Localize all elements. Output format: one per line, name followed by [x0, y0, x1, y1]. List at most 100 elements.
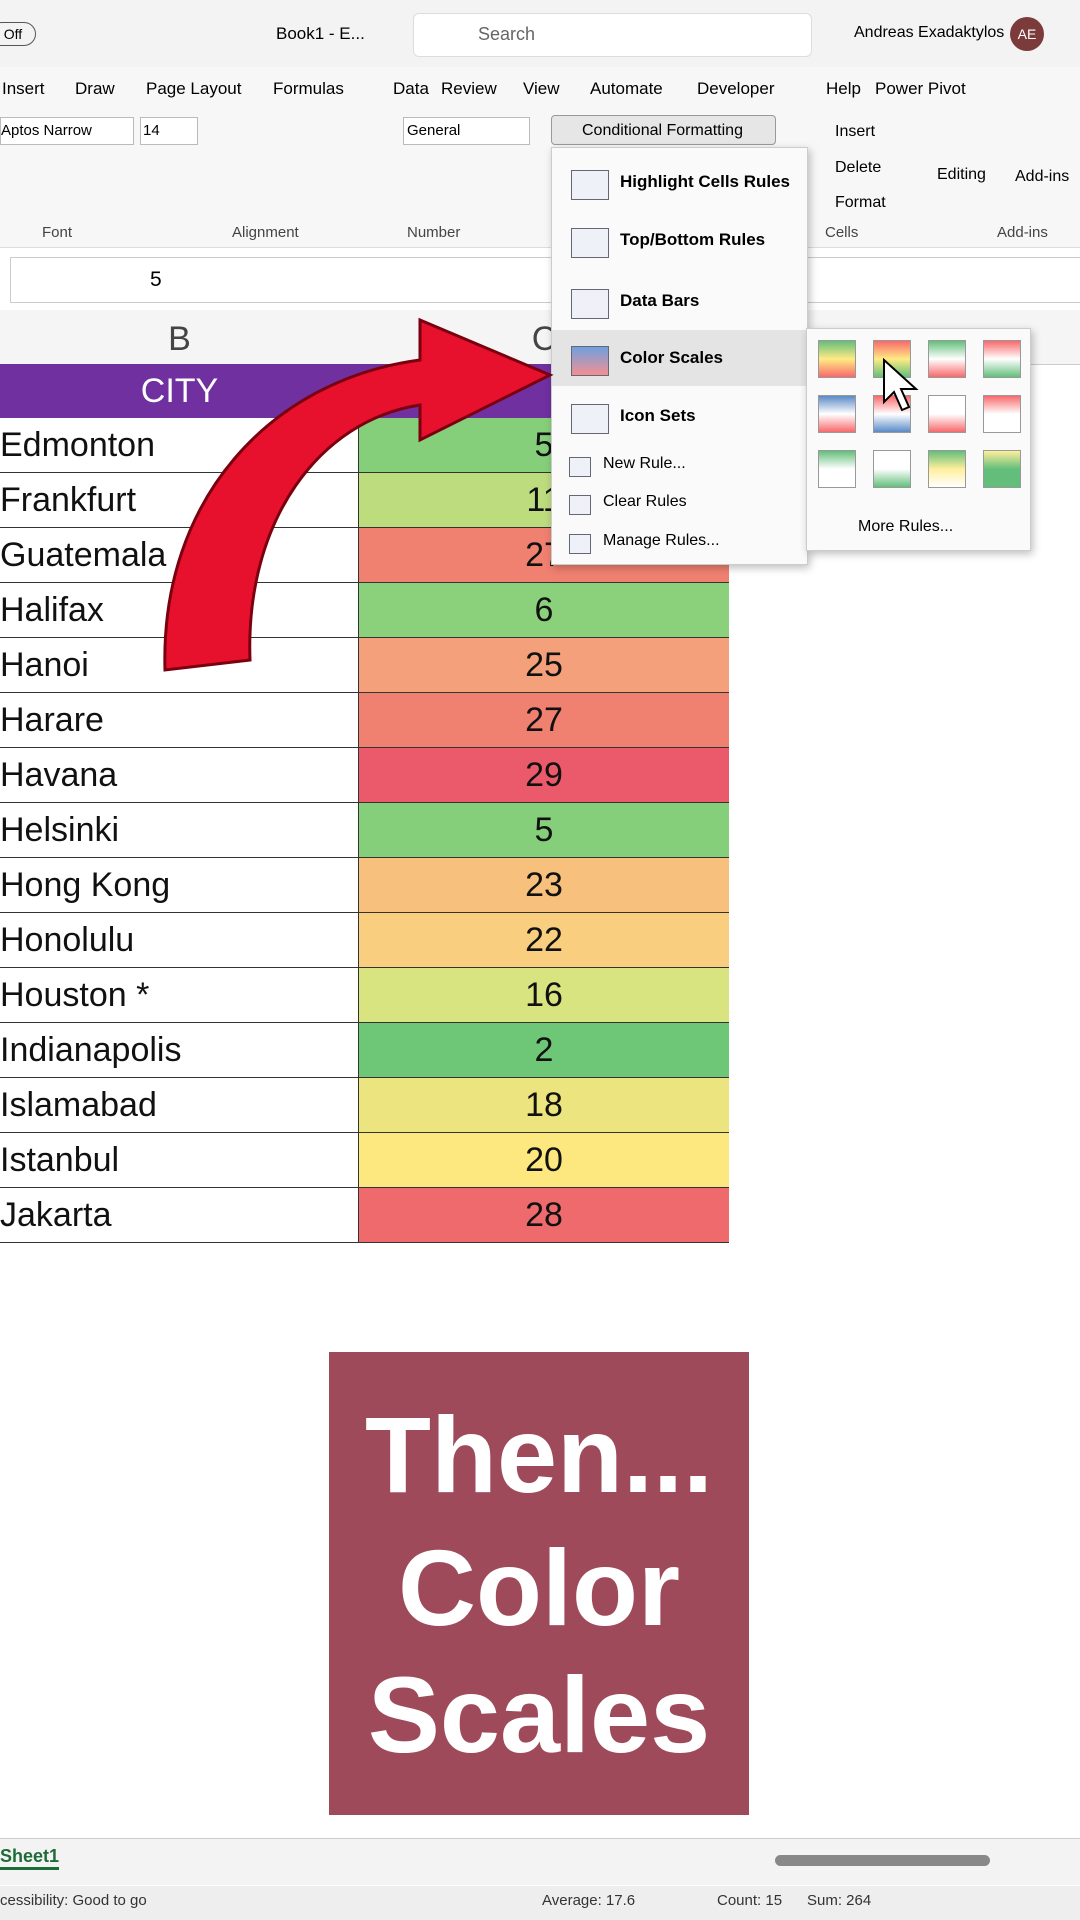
ribbon-tab[interactable]: Page Layout — [146, 79, 242, 98]
color-scale-option[interactable] — [983, 450, 1021, 488]
city-cell[interactable]: Honolulu — [0, 913, 359, 968]
value-cell[interactable]: 2 — [359, 1023, 729, 1078]
menu-item[interactable]: Color Scales — [620, 348, 723, 367]
value-cell[interactable]: 20 — [359, 1133, 729, 1188]
city-cell[interactable]: Jakarta — [0, 1188, 359, 1243]
menu-icon — [571, 404, 609, 434]
color-scale-option[interactable] — [928, 340, 966, 378]
group-label: Cells — [825, 224, 859, 241]
autosave-toggle[interactable]: Off — [0, 22, 36, 46]
ribbon-tab[interactable]: View — [523, 79, 560, 98]
menu-icon — [569, 534, 591, 554]
menu-item[interactable]: Highlight Cells Rules — [620, 172, 791, 191]
editing-btn[interactable]: Editing — [937, 166, 986, 183]
cursor — [882, 357, 922, 419]
city-cell[interactable]: Edmonton — [0, 418, 359, 473]
arrow — [163, 317, 554, 672]
ribbon-tab[interactable]: Data — [393, 79, 429, 98]
size-select[interactable]: 14 — [140, 117, 198, 145]
addins-btn[interactable]: Add-ins — [1015, 168, 1070, 185]
sheet-tab[interactable]: Sheet1 — [0, 1846, 60, 1870]
table-header[interactable]: CITY — [0, 364, 359, 418]
group-label: Number — [407, 224, 461, 241]
search-placeholder: Search — [478, 24, 536, 44]
city-cell[interactable]: Helsinki — [0, 803, 359, 858]
value-cell[interactable]: 16 — [359, 968, 729, 1023]
color-scale-option[interactable] — [818, 340, 856, 378]
menu-icon — [571, 346, 609, 376]
color-scale-option[interactable] — [818, 395, 856, 433]
search-box[interactable] — [413, 13, 812, 57]
status-bar — [0, 1886, 1080, 1920]
color-scale-option[interactable] — [873, 395, 911, 433]
user-name[interactable]: Andreas Exadaktylos — [854, 24, 1005, 41]
value-cell[interactable]: 28 — [359, 1188, 729, 1243]
city-cell[interactable]: Hong Kong — [0, 858, 359, 913]
overlay-text: Then... — [365, 1394, 713, 1515]
color-scale-option[interactable] — [873, 450, 911, 488]
delete-btn[interactable]: Delete — [835, 159, 882, 176]
menu-icon — [571, 289, 609, 319]
file-name[interactable]: Book1 - E... — [276, 24, 365, 43]
city-cell[interactable]: Harare — [0, 693, 359, 748]
city-cell[interactable]: Houston * — [0, 968, 359, 1023]
column-header[interactable]: B — [168, 320, 191, 358]
city-cell[interactable]: Islamabad — [0, 1078, 359, 1133]
ribbon-tab[interactable]: Formulas — [273, 79, 344, 98]
value-cell[interactable]: 27 — [359, 693, 729, 748]
city-cell[interactable]: Frankfurt — [0, 473, 359, 528]
value-cell[interactable]: 23 — [359, 858, 729, 913]
cursor-icon — [883, 357, 919, 412]
font-select[interactable]: Aptos Narrow — [0, 117, 134, 145]
group-label: Add-ins — [997, 224, 1048, 241]
menu-item[interactable]: New Rule... — [603, 455, 686, 472]
value-cell[interactable]: 29 — [359, 748, 729, 803]
menu-item[interactable]: Manage Rules... — [603, 532, 720, 549]
color-scale-option[interactable] — [928, 395, 966, 433]
group-label: Alignment — [232, 224, 299, 241]
city-cell[interactable]: Havana — [0, 748, 359, 803]
overlay-text: Color — [398, 1527, 680, 1648]
color-scale-option[interactable] — [983, 395, 1021, 433]
ribbon-tab[interactable]: Automate — [590, 79, 663, 98]
formula-value[interactable]: 5 — [150, 268, 162, 291]
status-sum: Sum: 264 — [807, 1892, 872, 1909]
value-cell[interactable]: 25 — [359, 638, 729, 693]
city-cell[interactable]: Hanoi — [0, 638, 359, 693]
status-average: Average: 17.6 — [542, 1892, 636, 1909]
color-scale-option[interactable] — [818, 450, 856, 488]
city-cell[interactable]: Indianapolis — [0, 1023, 359, 1078]
menu-item[interactable]: Icon Sets — [620, 406, 696, 425]
number-format[interactable]: General — [403, 117, 530, 145]
menu-icon — [571, 170, 609, 200]
insert-btn[interactable]: Insert — [835, 123, 876, 140]
menu-item[interactable]: Clear Rules — [603, 493, 687, 510]
ribbon-tab[interactable]: Developer — [697, 79, 775, 98]
ribbon-tab[interactable]: Review — [441, 79, 497, 98]
color-scale-option[interactable] — [928, 450, 966, 488]
formula-bar — [10, 257, 1080, 303]
menu-item[interactable]: Top/Bottom Rules — [620, 230, 766, 249]
value-cell[interactable]: 6 — [359, 583, 729, 638]
menu-item[interactable]: Data Bars — [620, 291, 700, 310]
ribbon-tab[interactable]: Insert — [2, 79, 45, 98]
ribbon-tab[interactable]: Help — [826, 79, 861, 98]
cf-button[interactable]: Conditional Formatting — [551, 115, 776, 145]
avatar[interactable]: AE — [1010, 17, 1044, 51]
scrollbar[interactable] — [775, 1855, 990, 1866]
menu-icon — [569, 495, 591, 515]
ribbon-tab[interactable]: Power Pivot — [875, 79, 966, 98]
value-cell[interactable]: 18 — [359, 1078, 729, 1133]
value-cell[interactable]: 22 — [359, 913, 729, 968]
ribbon-tab[interactable]: Draw — [75, 79, 115, 98]
format-btn[interactable]: Format — [835, 194, 886, 211]
overlay-text: Scales — [367, 1654, 711, 1775]
color-scale-option[interactable] — [983, 340, 1021, 378]
city-cell[interactable]: Istanbul — [0, 1133, 359, 1188]
status-accessibility[interactable]: cessibility: Good to go — [0, 1892, 147, 1909]
value-cell[interactable]: 5 — [359, 803, 729, 858]
menu-icon — [571, 228, 609, 258]
more-rules[interactable]: More Rules... — [858, 518, 954, 535]
menu-icon — [569, 457, 591, 477]
overlay-box — [329, 1352, 749, 1815]
